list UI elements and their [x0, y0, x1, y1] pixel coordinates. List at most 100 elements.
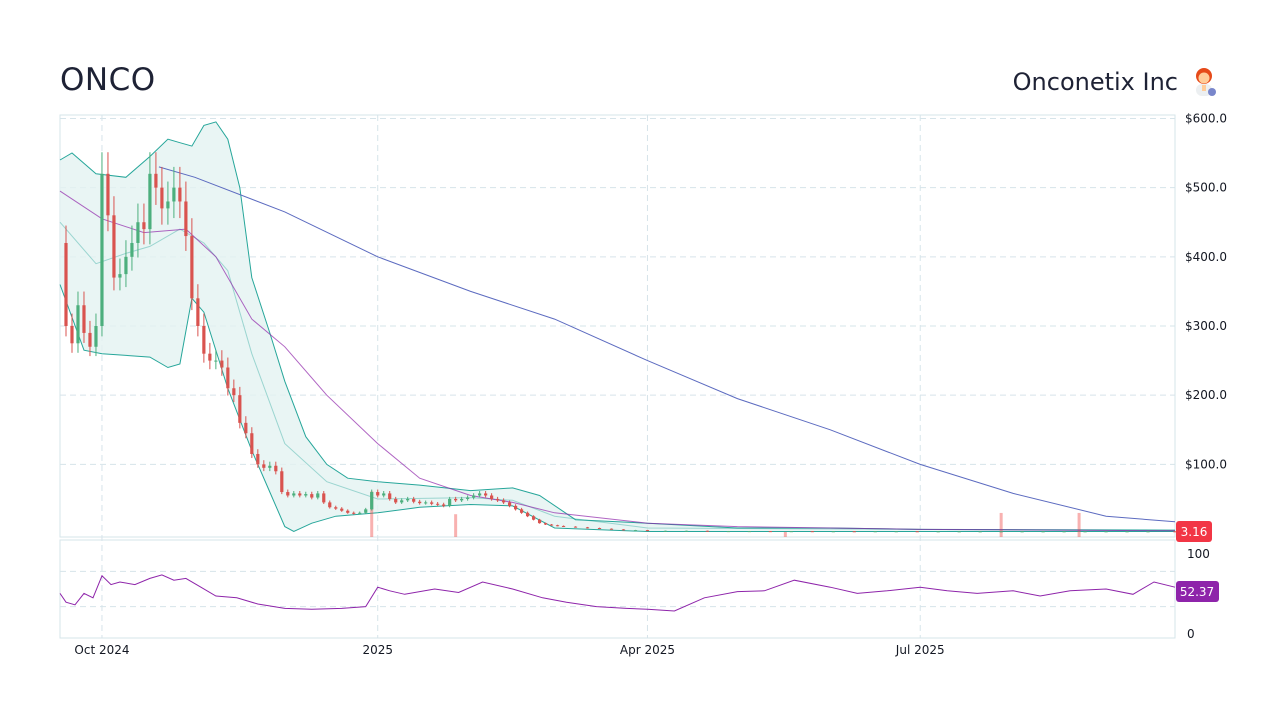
candle-body	[304, 494, 308, 496]
candle-body	[184, 201, 188, 237]
candle-body	[585, 527, 590, 529]
candle-body	[957, 531, 961, 533]
candlesticks	[64, 152, 1177, 533]
candle-body	[1041, 531, 1045, 533]
candle-body	[226, 367, 230, 389]
candle-body	[663, 530, 668, 532]
rsi-panel	[59, 574, 1176, 612]
candle-body	[873, 531, 877, 533]
candle-body	[388, 493, 392, 499]
candle-body	[280, 471, 284, 493]
candle-body	[633, 530, 638, 532]
candle-body	[88, 332, 92, 347]
candle-body	[118, 274, 122, 278]
candle-body	[220, 360, 224, 368]
bb-upper-line	[59, 121, 1176, 531]
moving-averages	[59, 166, 1176, 532]
sma-short-line	[59, 190, 1176, 532]
time-tick-label: 2025	[362, 643, 393, 657]
candle-body	[684, 530, 689, 532]
candle-body	[286, 492, 290, 496]
candle-body	[454, 498, 458, 501]
time-tick-label: Apr 2025	[620, 643, 675, 657]
candle-body	[1146, 531, 1150, 533]
rsi-frame	[59, 539, 1176, 639]
candle-body	[726, 531, 731, 533]
candle-body	[352, 512, 356, 514]
volume-bar	[783, 531, 787, 537]
price-tick-label: $400.0	[1185, 250, 1227, 264]
candle-body	[1173, 531, 1177, 533]
candle-body	[166, 201, 170, 209]
rsi-value: 52.37	[1180, 585, 1214, 599]
rsi-tick-label: 0	[1187, 627, 1195, 641]
candle-body	[244, 422, 248, 434]
candle-body	[94, 326, 98, 347]
candle-body	[442, 504, 446, 506]
candle-body	[525, 512, 530, 517]
candle-body	[424, 502, 428, 504]
candle-body	[64, 242, 68, 326]
last-price-tag	[1176, 521, 1212, 542]
last-price-value: 3.16	[1181, 525, 1208, 539]
price-tick-label: $600.0	[1185, 111, 1227, 125]
candle-body	[561, 525, 566, 527]
candle-body	[328, 502, 332, 508]
candle-body	[154, 173, 158, 188]
candle-body	[705, 530, 710, 532]
candle-body	[322, 493, 326, 503]
candle-body	[70, 326, 74, 344]
candle-body	[346, 510, 350, 513]
candle-body	[76, 305, 80, 344]
candle-body	[136, 222, 140, 243]
candle-body	[810, 531, 814, 533]
candle-body	[1020, 531, 1024, 533]
candle-body	[148, 173, 152, 230]
candle-body	[1062, 531, 1066, 533]
rsi-value-tag	[1176, 581, 1219, 602]
candle-body	[502, 500, 506, 503]
candle-body	[310, 494, 314, 498]
candle-body	[316, 493, 320, 498]
volume-bar	[999, 512, 1003, 537]
price-tick-label: $200.0	[1185, 388, 1227, 402]
candle-body	[1104, 531, 1108, 533]
candle-body	[894, 531, 898, 533]
candle-body	[130, 242, 134, 257]
candle-body	[936, 531, 940, 533]
ticker-symbol: ONCO	[60, 62, 156, 98]
volume-bar	[454, 514, 458, 537]
candle-body	[100, 173, 104, 326]
candle-body	[160, 187, 164, 209]
price-tick-label: $300.0	[1185, 319, 1227, 333]
candle-body	[190, 236, 194, 299]
candle-body	[250, 433, 254, 454]
candle-body	[507, 502, 512, 506]
candle-body	[555, 525, 560, 527]
candle-body	[490, 495, 494, 499]
candle-body	[460, 498, 464, 501]
candle-body	[999, 531, 1003, 533]
candle-body	[466, 497, 470, 499]
candle-body	[412, 498, 416, 502]
candle-body	[478, 493, 482, 496]
time-tick-label: Oct 2024	[74, 643, 129, 657]
candle-body	[334, 507, 338, 509]
candle-body	[82, 305, 86, 333]
candle-body	[376, 492, 380, 496]
candle-body	[196, 298, 200, 326]
candle-body	[915, 531, 919, 533]
candle-body	[394, 498, 398, 503]
candle-body	[208, 353, 212, 361]
candle-body	[178, 187, 182, 202]
candle-body	[621, 529, 626, 531]
candle-body	[292, 493, 296, 496]
candle-body	[609, 528, 614, 530]
candle-body	[768, 531, 772, 533]
volume-bar	[370, 491, 374, 537]
candle-body	[496, 498, 500, 501]
candle-body	[274, 465, 278, 472]
candle-body	[747, 531, 751, 533]
candle-body	[382, 493, 386, 496]
